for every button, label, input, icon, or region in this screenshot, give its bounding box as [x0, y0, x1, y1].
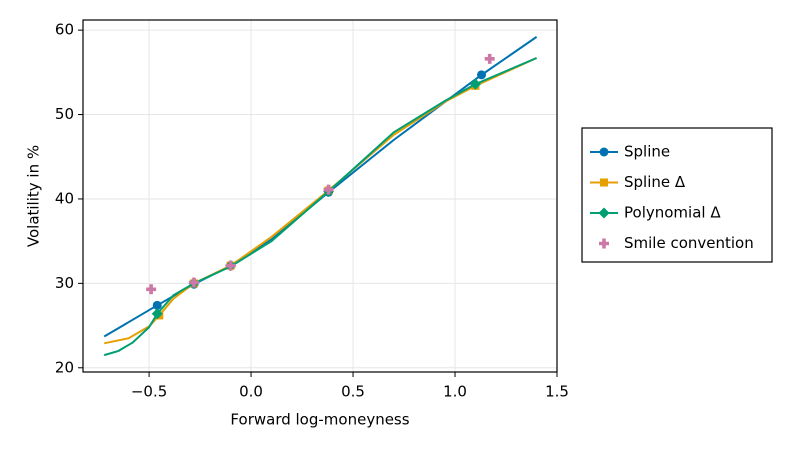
- x-tick-label: 0.0: [239, 383, 263, 401]
- legend-label: Polynomial Δ: [624, 204, 721, 222]
- legend-label: Spline: [624, 143, 670, 161]
- marker: [469, 78, 481, 90]
- y-tick-label: 20: [55, 358, 74, 376]
- y-tick-label: 50: [55, 105, 74, 123]
- marker: [225, 260, 236, 271]
- legend-marker: [600, 178, 608, 187]
- x-tick-label: 0.5: [341, 383, 365, 401]
- marker: [151, 308, 163, 320]
- marker: [152, 300, 162, 310]
- x-axis-label: Forward log-moneyness: [230, 411, 409, 429]
- legend-marker: [598, 207, 610, 219]
- legend-marker: [599, 147, 609, 157]
- marker: [323, 184, 334, 195]
- y-axis-label: Volatility in %: [25, 145, 43, 247]
- marker: [188, 277, 199, 288]
- plot-frame: [82, 19, 558, 373]
- x-tick-label: −0.5: [131, 383, 167, 401]
- marker: [484, 53, 495, 64]
- series-line: [103, 36, 538, 338]
- x-tick-label: 1.0: [443, 383, 467, 401]
- legend-label: Spline Δ: [624, 173, 686, 191]
- y-tick-label: 40: [55, 189, 74, 207]
- marker: [146, 284, 157, 295]
- legend-marker: [599, 238, 609, 249]
- legend: Spline Spline Δ Polynomial Δ Smile conventi…: [581, 127, 773, 263]
- marker: [477, 70, 487, 80]
- y-tick-label: 30: [55, 274, 74, 292]
- legend-box: [581, 127, 773, 263]
- x-tick-label: 1.5: [545, 383, 569, 401]
- series-line: [103, 57, 537, 357]
- y-tick-label: 60: [55, 21, 74, 39]
- legend-label: Smile convention: [624, 234, 754, 252]
